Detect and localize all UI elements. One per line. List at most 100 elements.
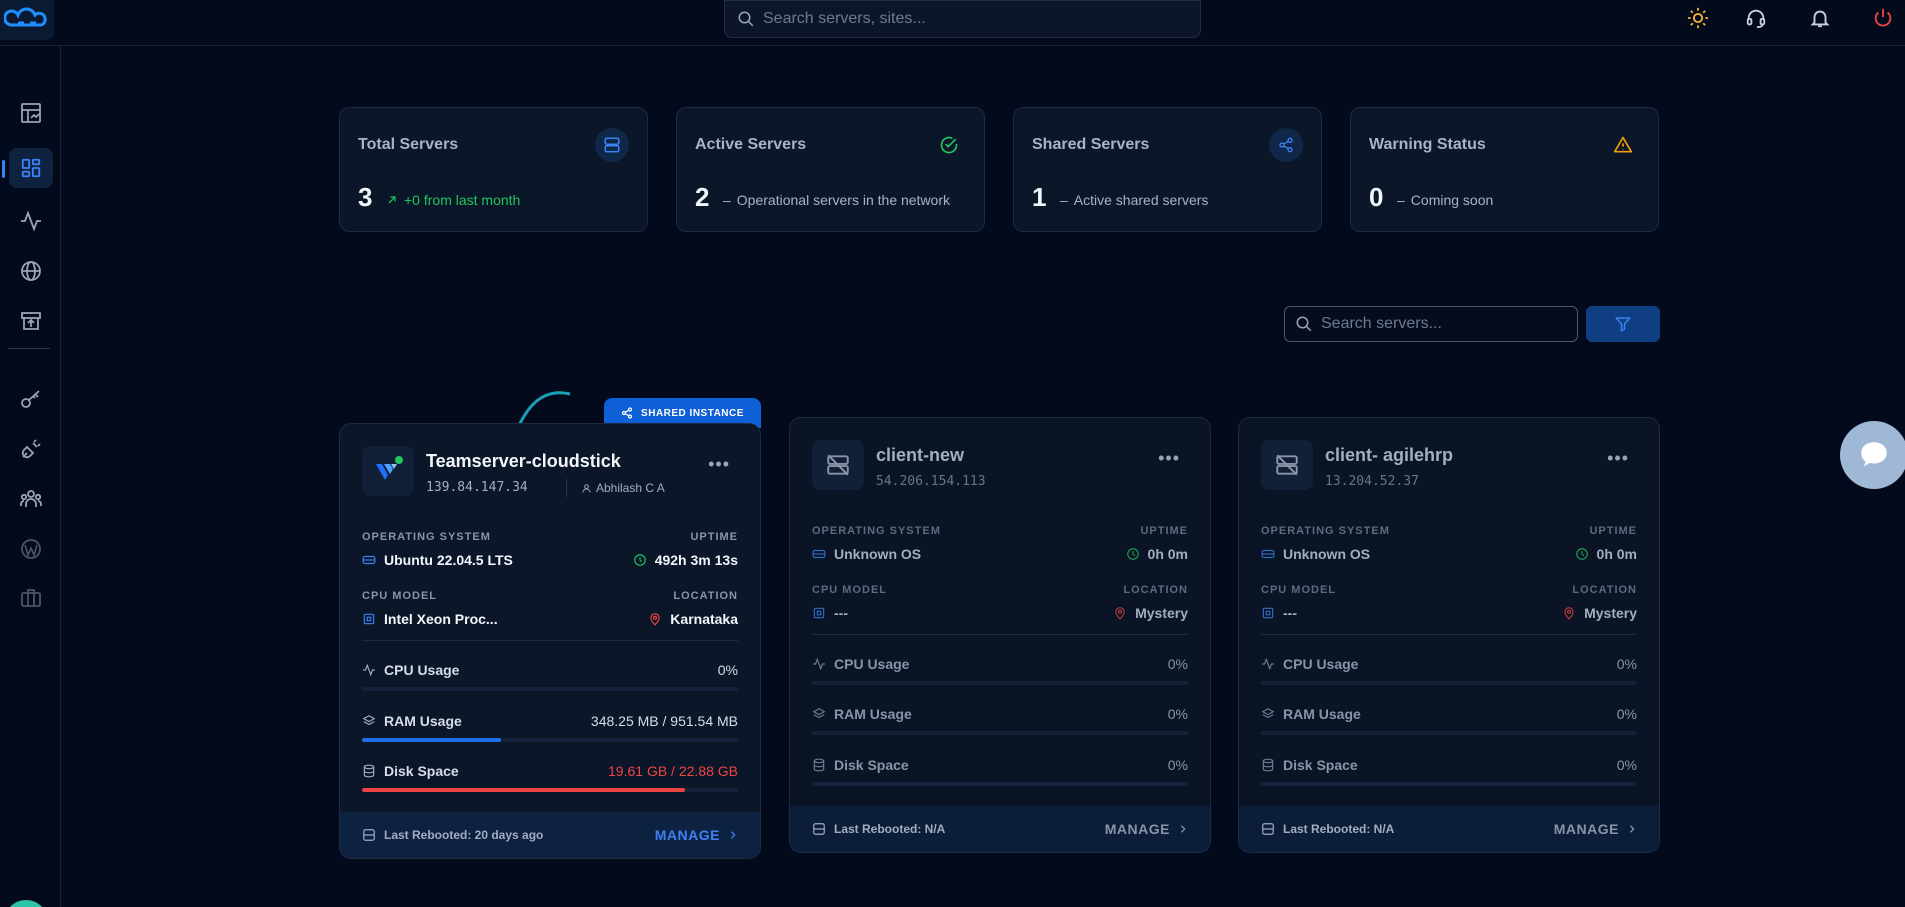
- sidebar-active-highlight: [8, 148, 53, 188]
- server-card-teamserver[interactable]: Teamserver-cloudstick 139.84.147.34 Abhi…: [339, 423, 761, 859]
- notifications-button[interactable]: [1807, 5, 1833, 31]
- drive-icon: [1261, 549, 1275, 559]
- map-pin-icon: [650, 613, 660, 626]
- location-caption: LOCATION: [673, 590, 738, 602]
- ram-usage-row: RAM Usage 0%: [812, 706, 1188, 722]
- sidebar-item-team[interactable]: [0, 479, 61, 519]
- stat-icon-wrap: [1269, 128, 1303, 162]
- disk-space-bar: [1261, 782, 1637, 786]
- chip-icon: [813, 607, 825, 619]
- location-value: Karnataka: [648, 611, 738, 627]
- disk-space-label: Disk Space: [1283, 757, 1358, 773]
- card-footer: Last Rebooted: N/A MANAGE: [1239, 806, 1659, 852]
- cpu-usage-label: CPU Usage: [1283, 656, 1359, 672]
- sidebar-item-monitoring[interactable]: [0, 201, 61, 241]
- uptime-text: 0h 0m: [1147, 546, 1188, 562]
- stat-value: 2: [695, 182, 710, 212]
- logo[interactable]: [0, 0, 54, 40]
- server-owner: Abhilash C A: [566, 479, 665, 497]
- server-card-client-new[interactable]: client-new 54.206.154.113 ••• OPERATING …: [789, 417, 1211, 853]
- sidebar-item-servers[interactable]: [0, 148, 61, 188]
- server-rack-icon: [363, 829, 375, 841]
- location-text: Mystery: [1584, 605, 1637, 621]
- manage-button[interactable]: MANAGE: [655, 827, 738, 843]
- location-caption: LOCATION: [1123, 584, 1188, 596]
- cpu-usage-bar: [362, 687, 738, 691]
- uptime-text: 492h 3m 13s: [654, 552, 738, 568]
- uptime-text: 0h 0m: [1596, 546, 1637, 562]
- sidebar-item-wordpress[interactable]: [0, 529, 61, 569]
- filter-icon: [1615, 317, 1631, 332]
- global-search-input[interactable]: Search servers, sites...: [724, 0, 1201, 38]
- filter-button[interactable]: [1586, 306, 1660, 342]
- cpu-model-caption: CPU MODEL: [812, 584, 887, 596]
- os-text: Unknown OS: [834, 546, 922, 562]
- stat-sub-text: Coming soon: [1410, 192, 1494, 208]
- stat-card-shared-servers: Shared Servers 1 – Active shared servers: [1013, 107, 1322, 232]
- sidebar-item-billing[interactable]: [0, 578, 61, 618]
- card-divider: [812, 634, 1188, 635]
- disk-space-value: 0%: [1167, 757, 1188, 773]
- user-icon: [582, 483, 591, 493]
- sidebar-item-sites[interactable]: [0, 251, 61, 291]
- ram-usage-label: RAM Usage: [384, 713, 462, 729]
- vultr-logo-icon: [376, 456, 403, 480]
- last-rebooted-text: Last Rebooted: N/A: [1283, 822, 1395, 836]
- chevron-right-icon: [1180, 825, 1186, 833]
- stat-card-warning-status: Warning Status 0 – Coming soon: [1350, 107, 1659, 232]
- logout-button[interactable]: [1870, 5, 1896, 31]
- ram-usage-value: 0%: [1616, 706, 1637, 722]
- stat-label: Total Servers: [358, 136, 459, 153]
- more-options-button[interactable]: •••: [1158, 448, 1180, 468]
- sidebar-divider: [8, 348, 50, 349]
- shared-instance-label: SHARED INSTANCE: [641, 407, 744, 419]
- key-icon: [20, 390, 40, 408]
- sidebar-item-integrations[interactable]: [0, 429, 61, 469]
- manage-button[interactable]: MANAGE: [1554, 821, 1637, 837]
- chat-widget-button[interactable]: [1840, 421, 1905, 489]
- ram-usage-label: RAM Usage: [1283, 706, 1361, 722]
- last-rebooted: Last Rebooted: N/A: [1261, 822, 1394, 836]
- server-name: client-new: [876, 445, 965, 465]
- uptime-caption: UPTIME: [1589, 525, 1637, 537]
- database-icon: [813, 758, 825, 772]
- avatar[interactable]: [4, 900, 48, 907]
- activity-icon: [1262, 657, 1274, 671]
- search-icon: [1296, 316, 1312, 332]
- clock-icon: [1126, 548, 1139, 560]
- card-footer: Last Rebooted: N/A MANAGE: [790, 806, 1210, 852]
- server-card-client-agilehrp[interactable]: client- agilehrp 13.204.52.37 ••• OPERAT…: [1238, 417, 1660, 853]
- server-logo: [812, 440, 864, 490]
- more-options-button[interactable]: •••: [708, 454, 730, 474]
- server-search-input[interactable]: Search servers...: [1284, 306, 1578, 342]
- chip-icon: [363, 613, 375, 625]
- map-pin-icon: [1564, 607, 1574, 620]
- briefcase-icon: [20, 589, 41, 607]
- dashboard-chart-icon: [20, 103, 41, 123]
- share-icon: [621, 407, 633, 419]
- uptime-value: 492h 3m 13s: [633, 552, 738, 568]
- sidebar-item-backups[interactable]: [0, 301, 61, 341]
- manage-label: MANAGE: [1553, 821, 1619, 837]
- more-options-button[interactable]: •••: [1607, 448, 1629, 468]
- database-icon: [363, 764, 375, 778]
- stat-icon-wrap: [595, 128, 629, 162]
- cpu-model-value: ---: [1261, 605, 1297, 621]
- support-button[interactable]: [1743, 5, 1769, 31]
- ram-usage-value: 0%: [1167, 706, 1188, 722]
- location-text: Karnataka: [670, 611, 738, 627]
- cpu-usage-label: CPU Usage: [384, 662, 460, 678]
- disk-space-row: Disk Space 19.61 GB / 22.88 GB: [362, 763, 738, 779]
- layers-icon: [812, 708, 826, 719]
- sidebar-item-ssh-keys[interactable]: [0, 379, 61, 419]
- clock-icon: [1575, 548, 1588, 560]
- sidebar-item-dashboard[interactable]: [0, 93, 61, 133]
- ram-usage-row: RAM Usage 348.25 MB / 951.54 MB: [362, 713, 738, 729]
- theme-toggle-button[interactable]: [1685, 5, 1711, 31]
- ram-usage-row: RAM Usage 0%: [1261, 706, 1637, 722]
- cpu-model-caption: CPU MODEL: [362, 590, 437, 602]
- disk-space-label: Disk Space: [834, 757, 909, 773]
- manage-button[interactable]: MANAGE: [1105, 821, 1188, 837]
- last-rebooted: Last Rebooted: 20 days ago: [362, 828, 543, 842]
- disk-space-row: Disk Space 0%: [812, 757, 1188, 773]
